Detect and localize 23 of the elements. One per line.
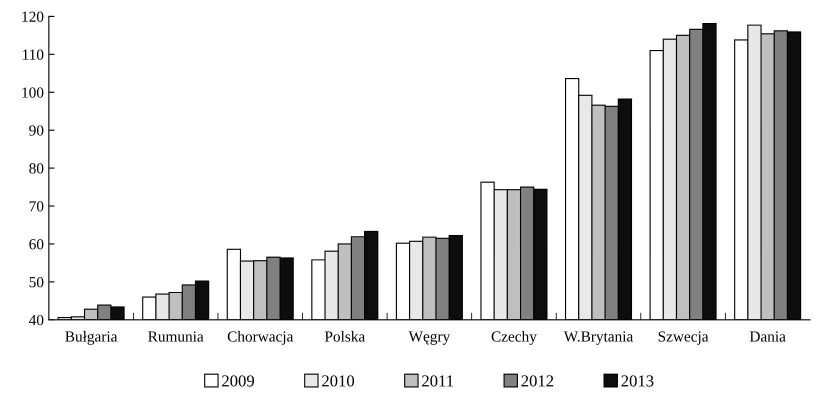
legend-label: 2010 xyxy=(322,375,354,387)
x-tick-label: Szwecja xyxy=(658,331,708,345)
y-tick-label: 90 xyxy=(29,125,44,136)
y-tick-label: 70 xyxy=(30,201,44,212)
y-tick-label: 50 xyxy=(30,277,44,288)
x-tick-label: W.Brytania xyxy=(564,331,634,345)
x-tick-label: Węgry xyxy=(408,331,450,345)
x-tick-label: Bułgaria xyxy=(65,330,118,345)
y-tick-label: 60 xyxy=(29,239,44,250)
legend-label: 2012 xyxy=(521,375,554,387)
legend-label: 2013 xyxy=(621,375,654,387)
y-tick-label: 80 xyxy=(29,163,44,174)
x-tick-label: Czechy xyxy=(492,330,537,345)
y-tick-label: 100 xyxy=(22,87,44,98)
x-tick-label: Dania xyxy=(750,331,786,342)
x-tick-label: Polska xyxy=(324,330,365,342)
y-tick-label: 40 xyxy=(29,314,44,326)
x-tick-label: Rumunia xyxy=(148,331,204,342)
x-tick-label: Chorwacja xyxy=(228,330,294,345)
legend-label: 2009 xyxy=(222,375,254,387)
legend-label: 2011 xyxy=(422,375,454,387)
y-tick-label: 120 xyxy=(22,12,44,22)
y-tick-label: 110 xyxy=(22,49,44,60)
